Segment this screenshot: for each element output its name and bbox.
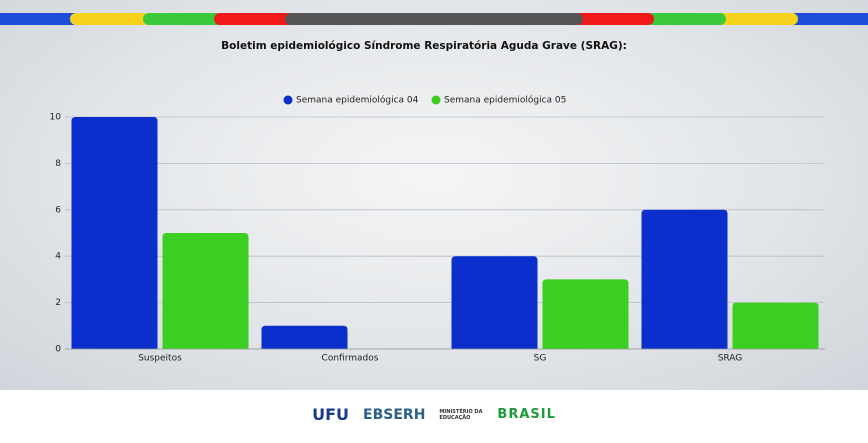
x-tick-label: Confirmados	[322, 354, 379, 364]
bar	[542, 279, 629, 349]
y-tick-label: 4	[55, 252, 61, 262]
x-tick-label: SG	[534, 354, 547, 364]
y-tick-label: 10	[50, 113, 62, 123]
x-tick-label: Suspeitos	[138, 354, 182, 364]
bar	[261, 325, 348, 349]
bar	[162, 233, 249, 349]
top-stripe	[0, 13, 868, 25]
chart: Boletim epidemiológico Síndrome Respirat…	[0, 13, 868, 364]
legend-marker	[283, 95, 293, 105]
bar	[451, 256, 538, 349]
legend-marker	[431, 95, 441, 105]
bar	[641, 209, 728, 349]
y-tick-label: 8	[55, 159, 61, 169]
y-tick-label: 6	[55, 205, 61, 215]
logo-brasil: BRASIL	[497, 407, 556, 422]
x-tick-label: SRAG	[718, 354, 743, 364]
bar	[732, 302, 819, 349]
logo-mec: MINISTÉRIO DA EDUCAÇÃO	[439, 408, 483, 421]
y-tick-label: 2	[55, 298, 61, 308]
legend-label: Semana epidemiológica 04	[296, 95, 419, 106]
logo-ufu: UFU	[312, 405, 350, 424]
logo-ebserh: EBSERH	[363, 406, 426, 423]
footer-logos: UFU EBSERH MINISTÉRIO DA EDUCAÇÃO BRASIL	[0, 405, 868, 424]
y-tick-label: 0	[55, 345, 61, 355]
bar	[71, 117, 158, 349]
chart-title: Boletim epidemiológico Síndrome Respirat…	[221, 40, 627, 52]
legend-label: Semana epidemiológica 05	[444, 95, 566, 106]
